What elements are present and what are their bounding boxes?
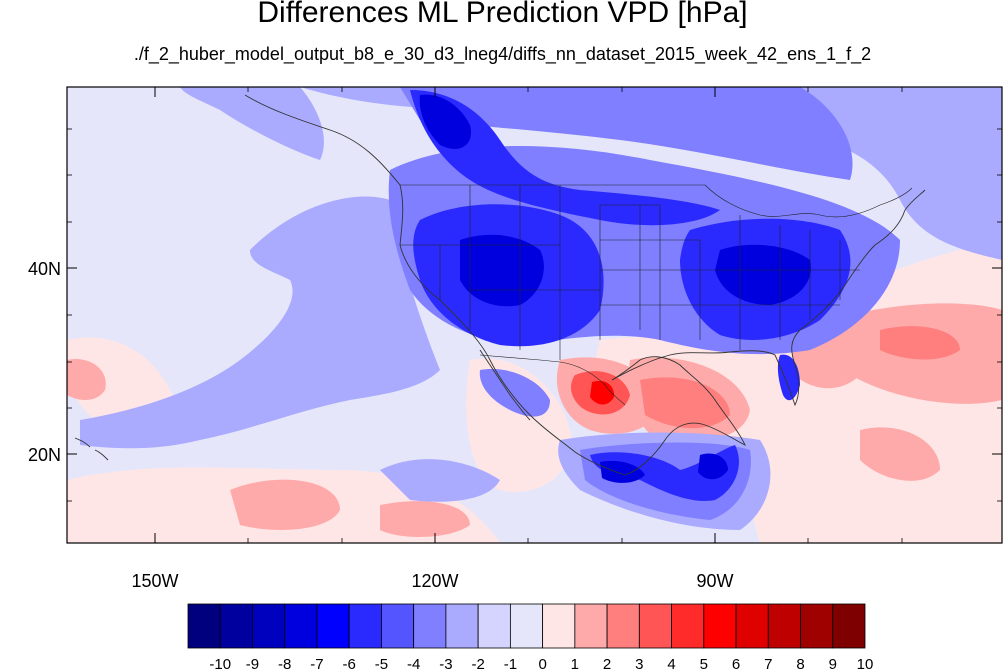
field-pink-hawaii bbox=[67, 359, 106, 400]
colorbar-label: 10 bbox=[857, 656, 874, 672]
border-us-mexico bbox=[479, 354, 626, 406]
axis-ticks bbox=[67, 87, 1002, 543]
colorbar-label: 1 bbox=[571, 656, 579, 672]
coastlines bbox=[74, 94, 926, 476]
colorbar-label: -1 bbox=[504, 656, 517, 672]
x-tick-label-150w: 150W bbox=[131, 571, 178, 591]
coast-hawaii bbox=[74, 437, 109, 461]
map-title: Differences ML Prediction VPD [hPa] bbox=[257, 0, 748, 29]
field-lightblue-pacific-band bbox=[80, 196, 440, 449]
field-pink-caribbean bbox=[760, 467, 960, 543]
colorbar-box-3 bbox=[284, 603, 318, 649]
colorbar-box-14 bbox=[638, 603, 672, 649]
coast-us-east bbox=[799, 189, 926, 331]
colorbar-box-15 bbox=[671, 603, 705, 649]
state-lines-central bbox=[600, 204, 701, 340]
x-tick-label-90w: 90W bbox=[696, 571, 733, 591]
colorbar-box-18 bbox=[767, 603, 801, 649]
axis-minor-ticks bbox=[67, 87, 1002, 543]
field-deepblue-yucatan bbox=[698, 453, 728, 480]
colorbar-label: -9 bbox=[246, 656, 259, 672]
colorbar-box-13 bbox=[606, 603, 640, 649]
colorbar-box-20 bbox=[832, 603, 866, 649]
state-lines-west bbox=[400, 185, 601, 360]
colorbar-box-9 bbox=[477, 603, 511, 649]
colorbar-box-2 bbox=[252, 603, 286, 649]
map-subtitle: ./f_2_huber_model_output_b8_e_30_d3_lneg… bbox=[133, 44, 872, 64]
x-tick-label-120w: 120W bbox=[411, 571, 458, 591]
field-pink-sw-pacific bbox=[230, 479, 340, 530]
coast-us-gulf bbox=[611, 329, 801, 407]
colorbar-label: -3 bbox=[439, 656, 452, 672]
colorbar-label: -5 bbox=[375, 656, 388, 672]
colorbar-box-19 bbox=[800, 603, 834, 649]
y-tick-label-20n: 20N bbox=[28, 445, 61, 465]
coast-west-north-america bbox=[244, 94, 626, 476]
colorbar-box-11 bbox=[542, 603, 576, 649]
field-deepblue-canada-north bbox=[419, 94, 471, 149]
colorbar-box-1 bbox=[219, 603, 253, 649]
colorbar-box-12 bbox=[574, 603, 608, 649]
colorbar-label: 7 bbox=[764, 656, 772, 672]
y-tick-label-40n: 40N bbox=[28, 259, 61, 279]
colorbar-label: -7 bbox=[310, 656, 323, 672]
colorbar-label: -4 bbox=[407, 656, 420, 672]
field-lightblue-alaska bbox=[180, 87, 324, 160]
colorbar-label: 6 bbox=[732, 656, 740, 672]
colorbar-label: -8 bbox=[278, 656, 291, 672]
state-lines-east bbox=[700, 215, 860, 350]
field-pink-florida-east bbox=[790, 339, 860, 389]
coast-baja-california bbox=[479, 349, 531, 421]
coast-gulf-of-mexico bbox=[611, 356, 746, 476]
colorbar-box-7 bbox=[413, 603, 447, 649]
colorbar-label: 2 bbox=[603, 656, 611, 672]
field-deepblue-midwest bbox=[715, 244, 811, 305]
colorbar-box-16 bbox=[703, 603, 737, 649]
colorbar-box-4 bbox=[316, 603, 350, 649]
field-pink-atl-south bbox=[860, 427, 940, 481]
field-strongblue-florida bbox=[777, 354, 800, 401]
border-us-canada bbox=[400, 184, 913, 218]
colorbar-label: -10 bbox=[209, 656, 231, 672]
colorbar-label: 3 bbox=[635, 656, 643, 672]
field-midblue-canada bbox=[400, 87, 853, 180]
colorbar-label: 0 bbox=[538, 656, 546, 672]
field-strongblue-southern-mexico bbox=[590, 445, 739, 501]
political-borders bbox=[400, 184, 913, 406]
colorbar-label: 8 bbox=[796, 656, 804, 672]
colorbar-label: 5 bbox=[700, 656, 708, 672]
field-red-mexico-peak bbox=[590, 380, 615, 405]
colorbar-box-17 bbox=[735, 603, 769, 649]
colorbar-box-8 bbox=[445, 603, 479, 649]
vpd-difference-field bbox=[67, 87, 1002, 543]
colorbar: -10 -9 -8 -7 -6 -5 -4 -3 -2 -1 0 1 2 3 4 5 6 7 8 9 10 bbox=[187, 603, 874, 672]
field-pink-se-pacific bbox=[380, 501, 470, 537]
colorbar-label: 9 bbox=[829, 656, 837, 672]
field-deepblue-mexico bbox=[600, 460, 645, 483]
colorbar-box-6 bbox=[381, 603, 415, 649]
field-midblue-baja bbox=[479, 369, 550, 417]
colorbar-box-10 bbox=[509, 603, 544, 649]
colorbar-label: 4 bbox=[667, 656, 675, 672]
field-lightblue-tropics bbox=[380, 459, 500, 502]
field-deepblue-rockies bbox=[460, 234, 544, 307]
field-red-atl bbox=[880, 326, 960, 360]
colorbar-box-0 bbox=[187, 603, 221, 649]
colorbar-box-5 bbox=[348, 603, 382, 649]
colorbar-label: -2 bbox=[471, 656, 484, 672]
colorbar-label: -6 bbox=[343, 656, 356, 672]
